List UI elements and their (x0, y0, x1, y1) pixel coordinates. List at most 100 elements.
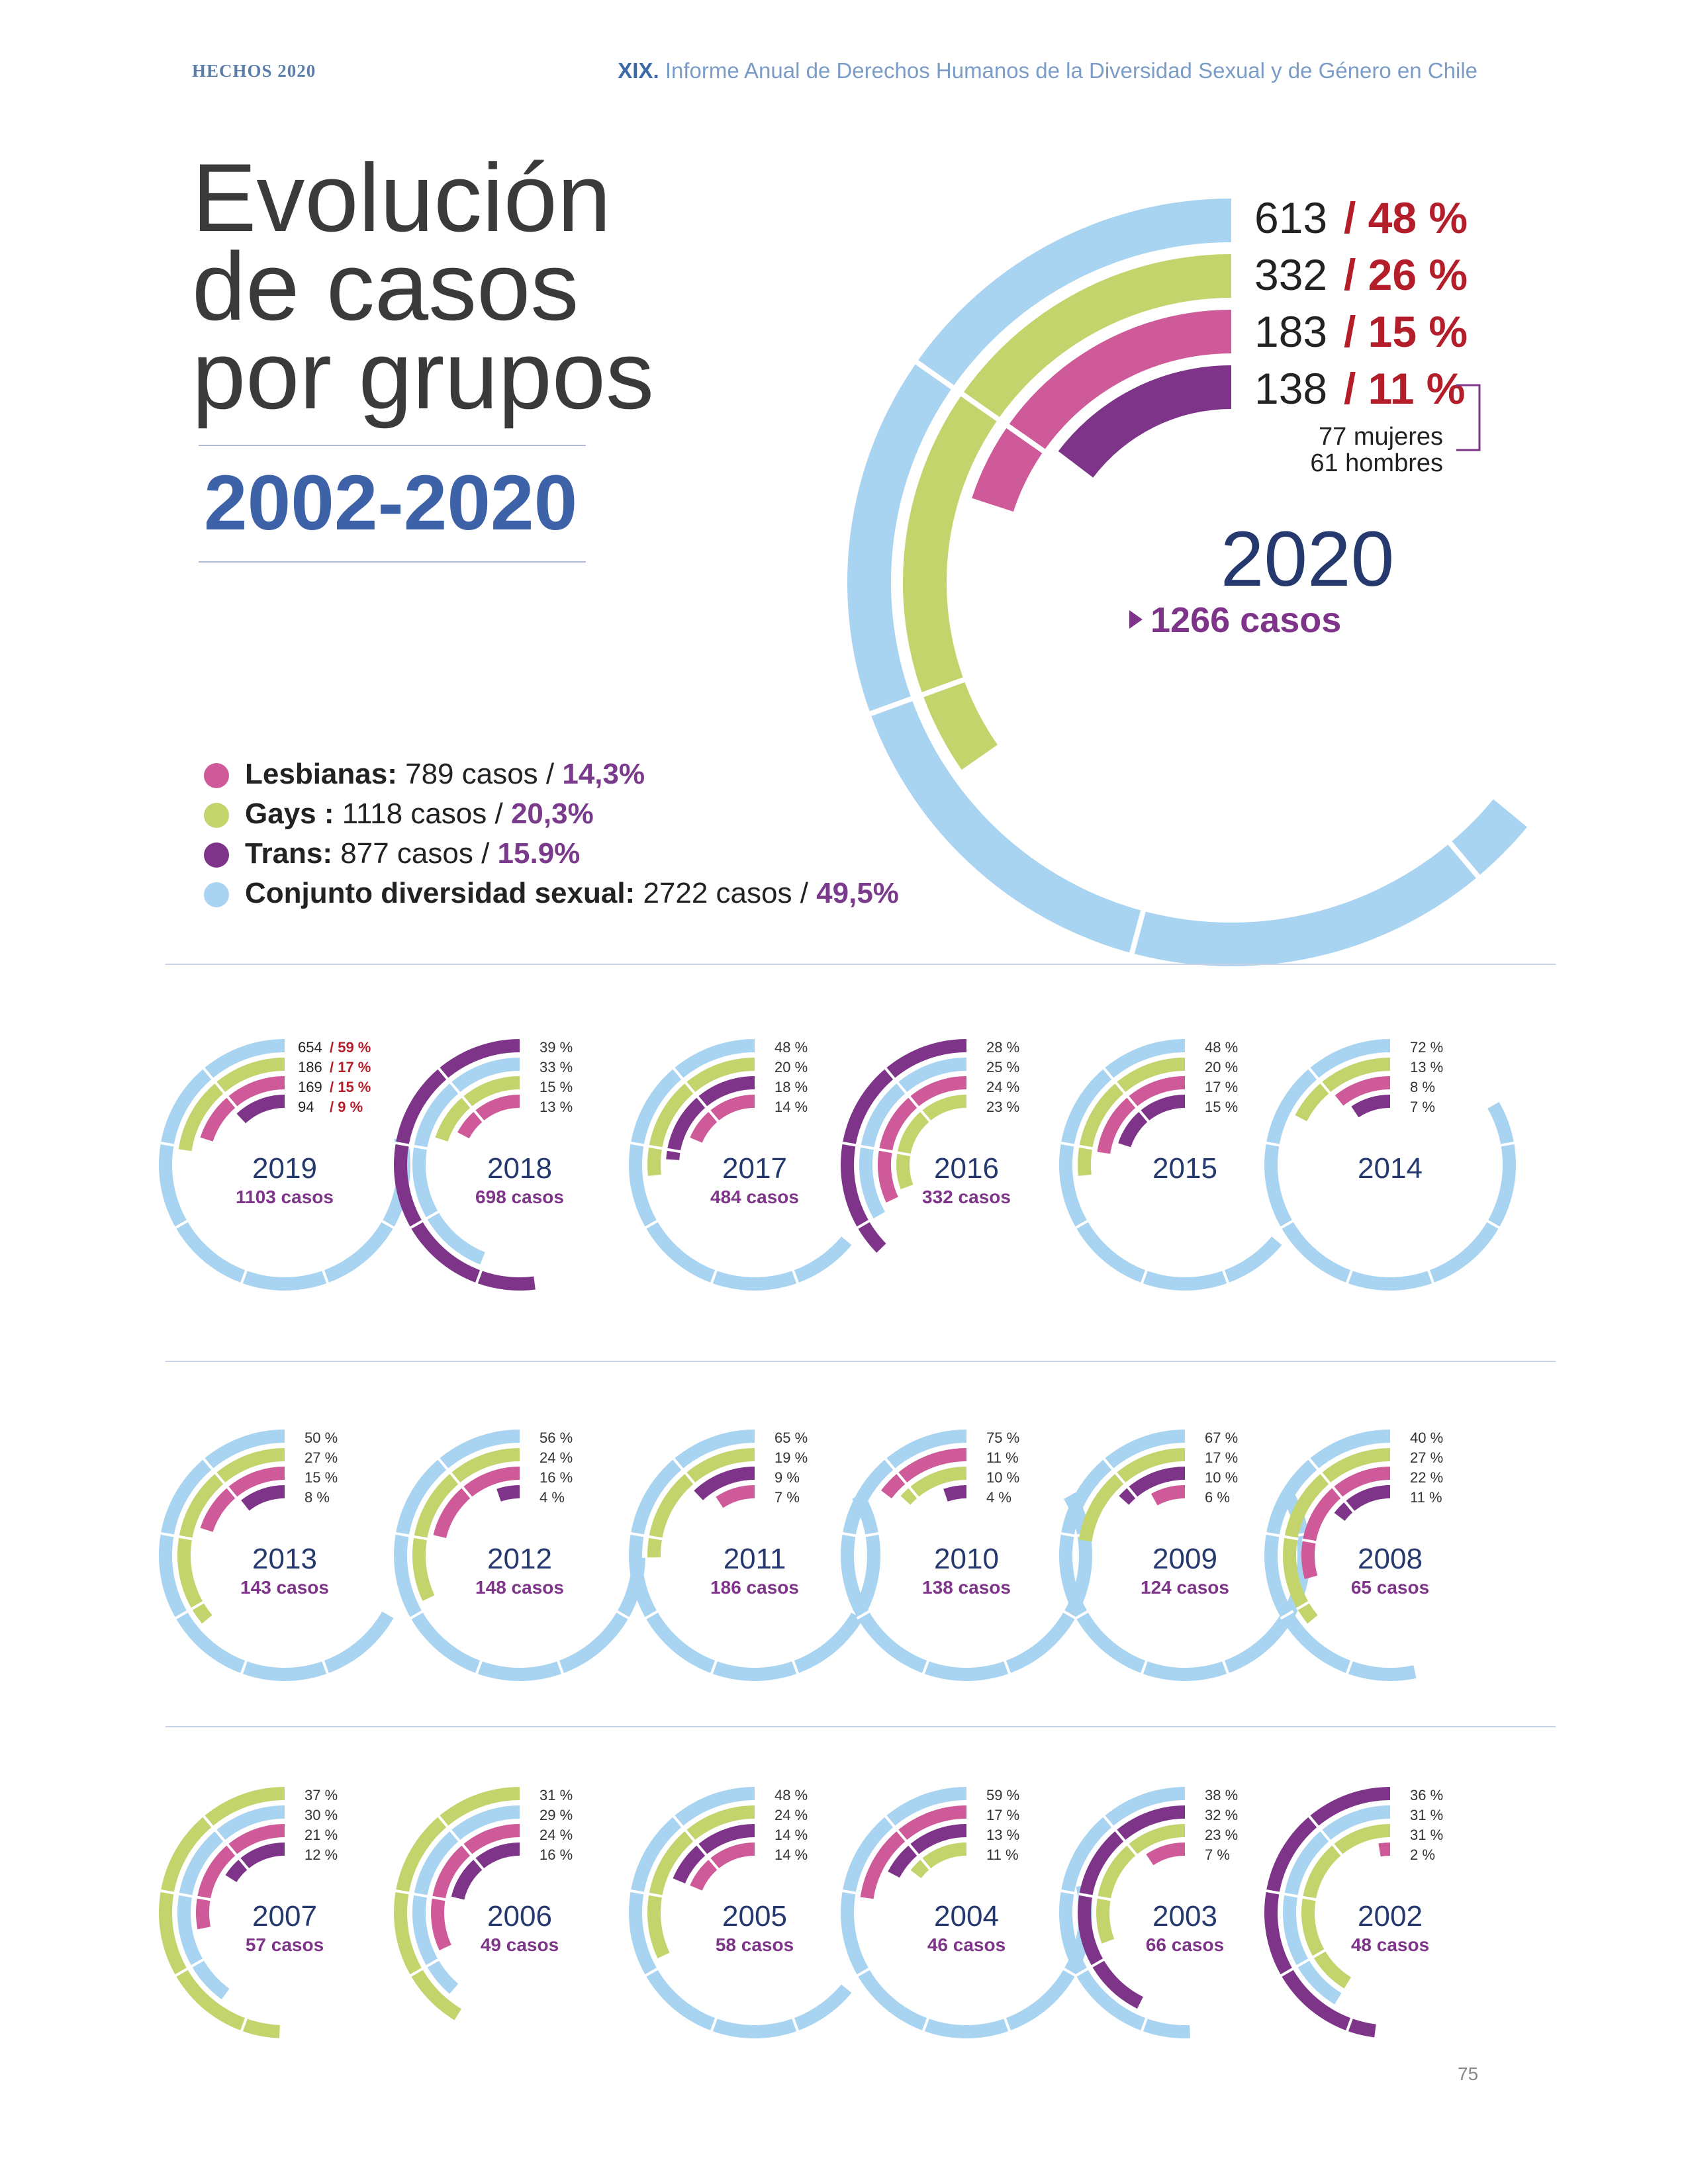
year-2012-label-2: 16 % (539, 1469, 573, 1486)
year-2010-title: 2010 (934, 1543, 999, 1575)
year-2015-ring-separator (1074, 1219, 1089, 1230)
header-right-prefix: XIX. (618, 58, 659, 83)
year-2003-ring-separator (1140, 2017, 1149, 2032)
year-2002-label-2: 31 % (1410, 1827, 1443, 1843)
legend-name: Gays : (245, 797, 334, 830)
year-2016-ring-separator (896, 1151, 912, 1157)
year-2017-label-3: 14 % (774, 1099, 808, 1115)
year-2011-ring-separator (672, 1457, 684, 1471)
title-line-2: de casos (192, 232, 579, 340)
year-2018-ring-separator (395, 1141, 410, 1147)
year-2004-ring-separator (841, 1889, 857, 1895)
year-2016-total: 332 casos (922, 1187, 1011, 1207)
year-2010-total: 138 casos (922, 1577, 1011, 1598)
year-2006-ring-separator (431, 1895, 447, 1901)
year-2008-ring-gays (1283, 1448, 1390, 1624)
year-2019-label-2-count: 169 (298, 1079, 322, 1095)
year-2014-label-2: 8 % (1410, 1079, 1435, 1095)
year-2017-ring-lesbianas (690, 1095, 755, 1143)
year-2013-total: 143 casos (240, 1577, 329, 1598)
year-2012-ring-separator (409, 1610, 424, 1620)
year-2017-ring-separator (696, 1095, 708, 1109)
year-2004-ring-separator (919, 1857, 931, 1871)
year-2006-ring-separator (425, 1958, 440, 1968)
year-2008-ring-lesbianas (1301, 1467, 1390, 1580)
year-2002-title: 2002 (1358, 1900, 1423, 1933)
year-2002-ring-separator (1307, 1815, 1319, 1828)
legend: Lesbianas: 789 casos / 14,3% Gays : 1118 … (199, 754, 899, 913)
legend-item: Gays : 1118 casos / 20,3% (199, 794, 899, 834)
year-2003-ring-separator (1114, 1829, 1126, 1843)
year-2005-ring-separator (630, 1889, 645, 1895)
year-2014-ring-separator (1307, 1067, 1319, 1080)
year-2004-ring-trans (888, 1824, 966, 1878)
main-ring-separator (868, 696, 914, 717)
main-ring-trans (1058, 365, 1231, 478)
main-row-3-count: 138 (1254, 364, 1327, 413)
year-2008-label-1: 27 % (1410, 1449, 1443, 1466)
year-2012-label-1: 24 % (539, 1449, 573, 1466)
main-ring-separator (1129, 909, 1147, 955)
year-2016-ring-separator (878, 1148, 894, 1154)
main-ring-gays (903, 254, 1231, 770)
year-2005-ring-diversidad (629, 1787, 852, 2038)
year-2003-ring-separator (1126, 1843, 1138, 1856)
year-2006-label-2: 24 % (539, 1827, 573, 1843)
legend-cases: 877 casos / (332, 837, 498, 870)
year-2004-ring-separator (856, 1967, 870, 1978)
main-ring-separator (921, 677, 966, 698)
year-2018-ring-lesbianas (457, 1095, 520, 1139)
year-2003-ring-lesbianas (1146, 1843, 1185, 1866)
year-2008-label-3: 11 % (1410, 1489, 1442, 1506)
year-2007-ring-separator (202, 1815, 214, 1828)
year-2008-label-0: 40 % (1410, 1430, 1443, 1446)
main-ring-separator (960, 391, 1000, 422)
year-2009-ring-separator (1126, 1486, 1138, 1499)
year-2014-ring-separator (1500, 1141, 1515, 1147)
year-2002-ring-lesbianas (1378, 1843, 1390, 1857)
main-row-1-count: 332 (1254, 250, 1327, 299)
year-2007-ring-separator (214, 1829, 226, 1843)
year-2018-ring-diversidad (412, 1058, 520, 1265)
year-2014-label-3: 7 % (1410, 1099, 1435, 1115)
year-2004-ring-gays (910, 1843, 966, 1879)
year-2008-ring-separator (1295, 1600, 1310, 1611)
year-2013-ring-separator (226, 1486, 238, 1499)
year-2016-ring-separator (860, 1144, 875, 1150)
year-2014-label-1: 13 % (1410, 1059, 1443, 1075)
year-2019-ring-separator (226, 1095, 238, 1109)
year-2017-ring-gays (647, 1058, 755, 1176)
year-2014-ring-separator (1280, 1219, 1294, 1230)
year-2013-ring-separator (321, 1660, 330, 1675)
year-2004-ring-separator (884, 1815, 896, 1828)
year-2019-ring-lesbianas (200, 1076, 285, 1142)
page-title: Evolución de casos por grupos (192, 150, 654, 424)
main-ring-separator (914, 359, 955, 390)
year-2007-ring-separator (190, 1958, 205, 1968)
year-2017-ring-diversidad (629, 1039, 852, 1291)
year-2019-ring-separator (160, 1141, 175, 1147)
year-2006-ring-lesbianas (430, 1824, 520, 1951)
year-2006-total: 49 casos (481, 1934, 559, 1955)
year-2016-label-1: 25 % (986, 1059, 1019, 1075)
year-2011-ring-separator (648, 1535, 663, 1541)
year-2005-ring-separator (696, 1843, 708, 1856)
main-ring-separator (1006, 423, 1046, 454)
year-2003-ring-separator (1096, 1895, 1112, 1901)
year-2009-ring-separator (1221, 1660, 1230, 1675)
year-2012-ring-lesbianas (433, 1467, 520, 1538)
year-2007-total: 57 casos (246, 1934, 324, 1955)
year-2013-ring-lesbianas (200, 1467, 285, 1532)
year-2012-label-0: 56 % (539, 1430, 573, 1446)
year-2007-ring-diversidad (177, 1805, 285, 2000)
year-2010-ring-lesbianas (880, 1448, 966, 1499)
year-2012-total: 148 casos (475, 1577, 564, 1598)
year-2014-ring-gays (1295, 1058, 1390, 1122)
year-2016-label-3: 23 % (986, 1099, 1019, 1115)
year-2008-ring-separator (1280, 1610, 1294, 1620)
main-ring-separator (1447, 841, 1481, 879)
